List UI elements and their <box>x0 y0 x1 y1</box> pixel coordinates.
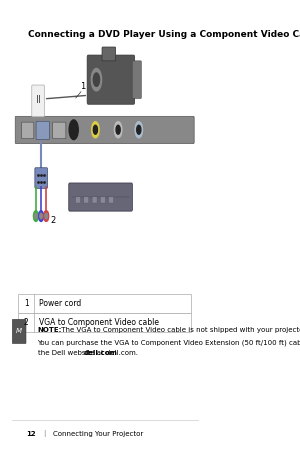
FancyBboxPatch shape <box>84 197 89 203</box>
Text: |: | <box>43 430 45 436</box>
FancyBboxPatch shape <box>87 55 135 104</box>
Text: 2: 2 <box>50 216 55 225</box>
FancyBboxPatch shape <box>22 122 34 139</box>
Circle shape <box>92 122 99 138</box>
Circle shape <box>114 122 122 138</box>
Text: 2: 2 <box>24 318 28 327</box>
FancyBboxPatch shape <box>18 313 191 332</box>
Circle shape <box>93 125 98 134</box>
FancyBboxPatch shape <box>69 183 132 211</box>
Circle shape <box>91 68 102 91</box>
FancyBboxPatch shape <box>12 320 26 343</box>
Text: NOTE:: NOTE: <box>38 327 62 333</box>
Text: You can purchase the VGA to Component Video Extension (50 ft/100 ft) cable on: You can purchase the VGA to Component Vi… <box>38 339 300 346</box>
Text: VGA to Component Video cable: VGA to Component Video cable <box>39 318 159 327</box>
FancyBboxPatch shape <box>109 197 114 203</box>
Circle shape <box>33 211 38 221</box>
FancyBboxPatch shape <box>102 47 116 61</box>
FancyBboxPatch shape <box>132 61 141 99</box>
Text: M: M <box>16 328 22 334</box>
Circle shape <box>93 73 100 86</box>
Text: 1: 1 <box>80 82 85 91</box>
Circle shape <box>44 211 49 221</box>
Circle shape <box>39 211 44 221</box>
Text: Power cord: Power cord <box>39 299 81 308</box>
FancyBboxPatch shape <box>36 121 49 140</box>
Circle shape <box>45 213 47 219</box>
Text: Connecting Your Projector: Connecting Your Projector <box>53 431 143 436</box>
FancyBboxPatch shape <box>15 116 194 144</box>
FancyBboxPatch shape <box>92 197 97 203</box>
Circle shape <box>116 125 120 134</box>
FancyBboxPatch shape <box>35 168 47 189</box>
Circle shape <box>135 122 142 138</box>
Text: 12: 12 <box>26 431 36 436</box>
Text: The VGA to Component Video cable is not shipped with your projector.: The VGA to Component Video cable is not … <box>59 327 300 333</box>
Text: Connecting a DVD Player Using a Component Video Cable: Connecting a DVD Player Using a Componen… <box>28 31 300 40</box>
FancyBboxPatch shape <box>52 122 66 139</box>
FancyBboxPatch shape <box>76 197 80 203</box>
Text: the Dell website at dell.com.: the Dell website at dell.com. <box>38 350 137 356</box>
Text: 1: 1 <box>24 299 28 308</box>
FancyBboxPatch shape <box>18 294 191 313</box>
FancyBboxPatch shape <box>32 85 44 117</box>
Circle shape <box>35 213 37 219</box>
Circle shape <box>40 213 42 219</box>
FancyBboxPatch shape <box>100 197 105 203</box>
Text: dell.com: dell.com <box>83 350 117 356</box>
Circle shape <box>69 120 78 140</box>
Circle shape <box>137 125 141 134</box>
